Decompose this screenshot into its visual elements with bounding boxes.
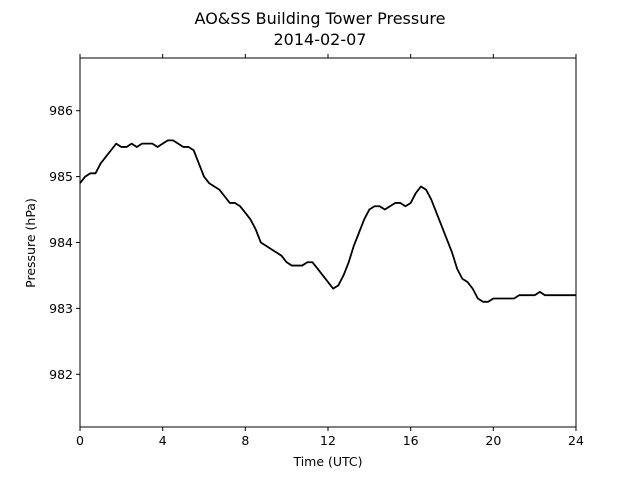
axis-ticks: 0 4 8 12 16 20 24 982 983 984 985 986 (49, 54, 584, 448)
x-tick-label: 24 (568, 433, 584, 448)
y-tick-label: 985 (49, 169, 73, 184)
series-line-0 (79, 139, 576, 303)
x-tick-label: 16 (403, 433, 419, 448)
plot-area (79, 57, 577, 428)
x-axis-label: Time (UTC) (292, 454, 362, 469)
y-tick-label: 982 (49, 367, 73, 382)
x-tick-label: 12 (320, 433, 336, 448)
axes-frame (79, 57, 577, 428)
y-axis-label: Pressure (hPa) (23, 198, 38, 288)
x-tick-label: 4 (159, 433, 167, 448)
x-tick-label: 8 (241, 433, 249, 448)
x-tick-label: 0 (76, 433, 84, 448)
y-tick-label: 983 (49, 301, 73, 316)
x-tick-label: 20 (485, 433, 501, 448)
y-tick-label: 984 (49, 235, 73, 250)
chart-subtitle: 2014-02-07 (274, 30, 367, 49)
chart-title: AO&SS Building Tower Pressure (195, 9, 446, 28)
y-tick-label: 986 (49, 103, 73, 118)
